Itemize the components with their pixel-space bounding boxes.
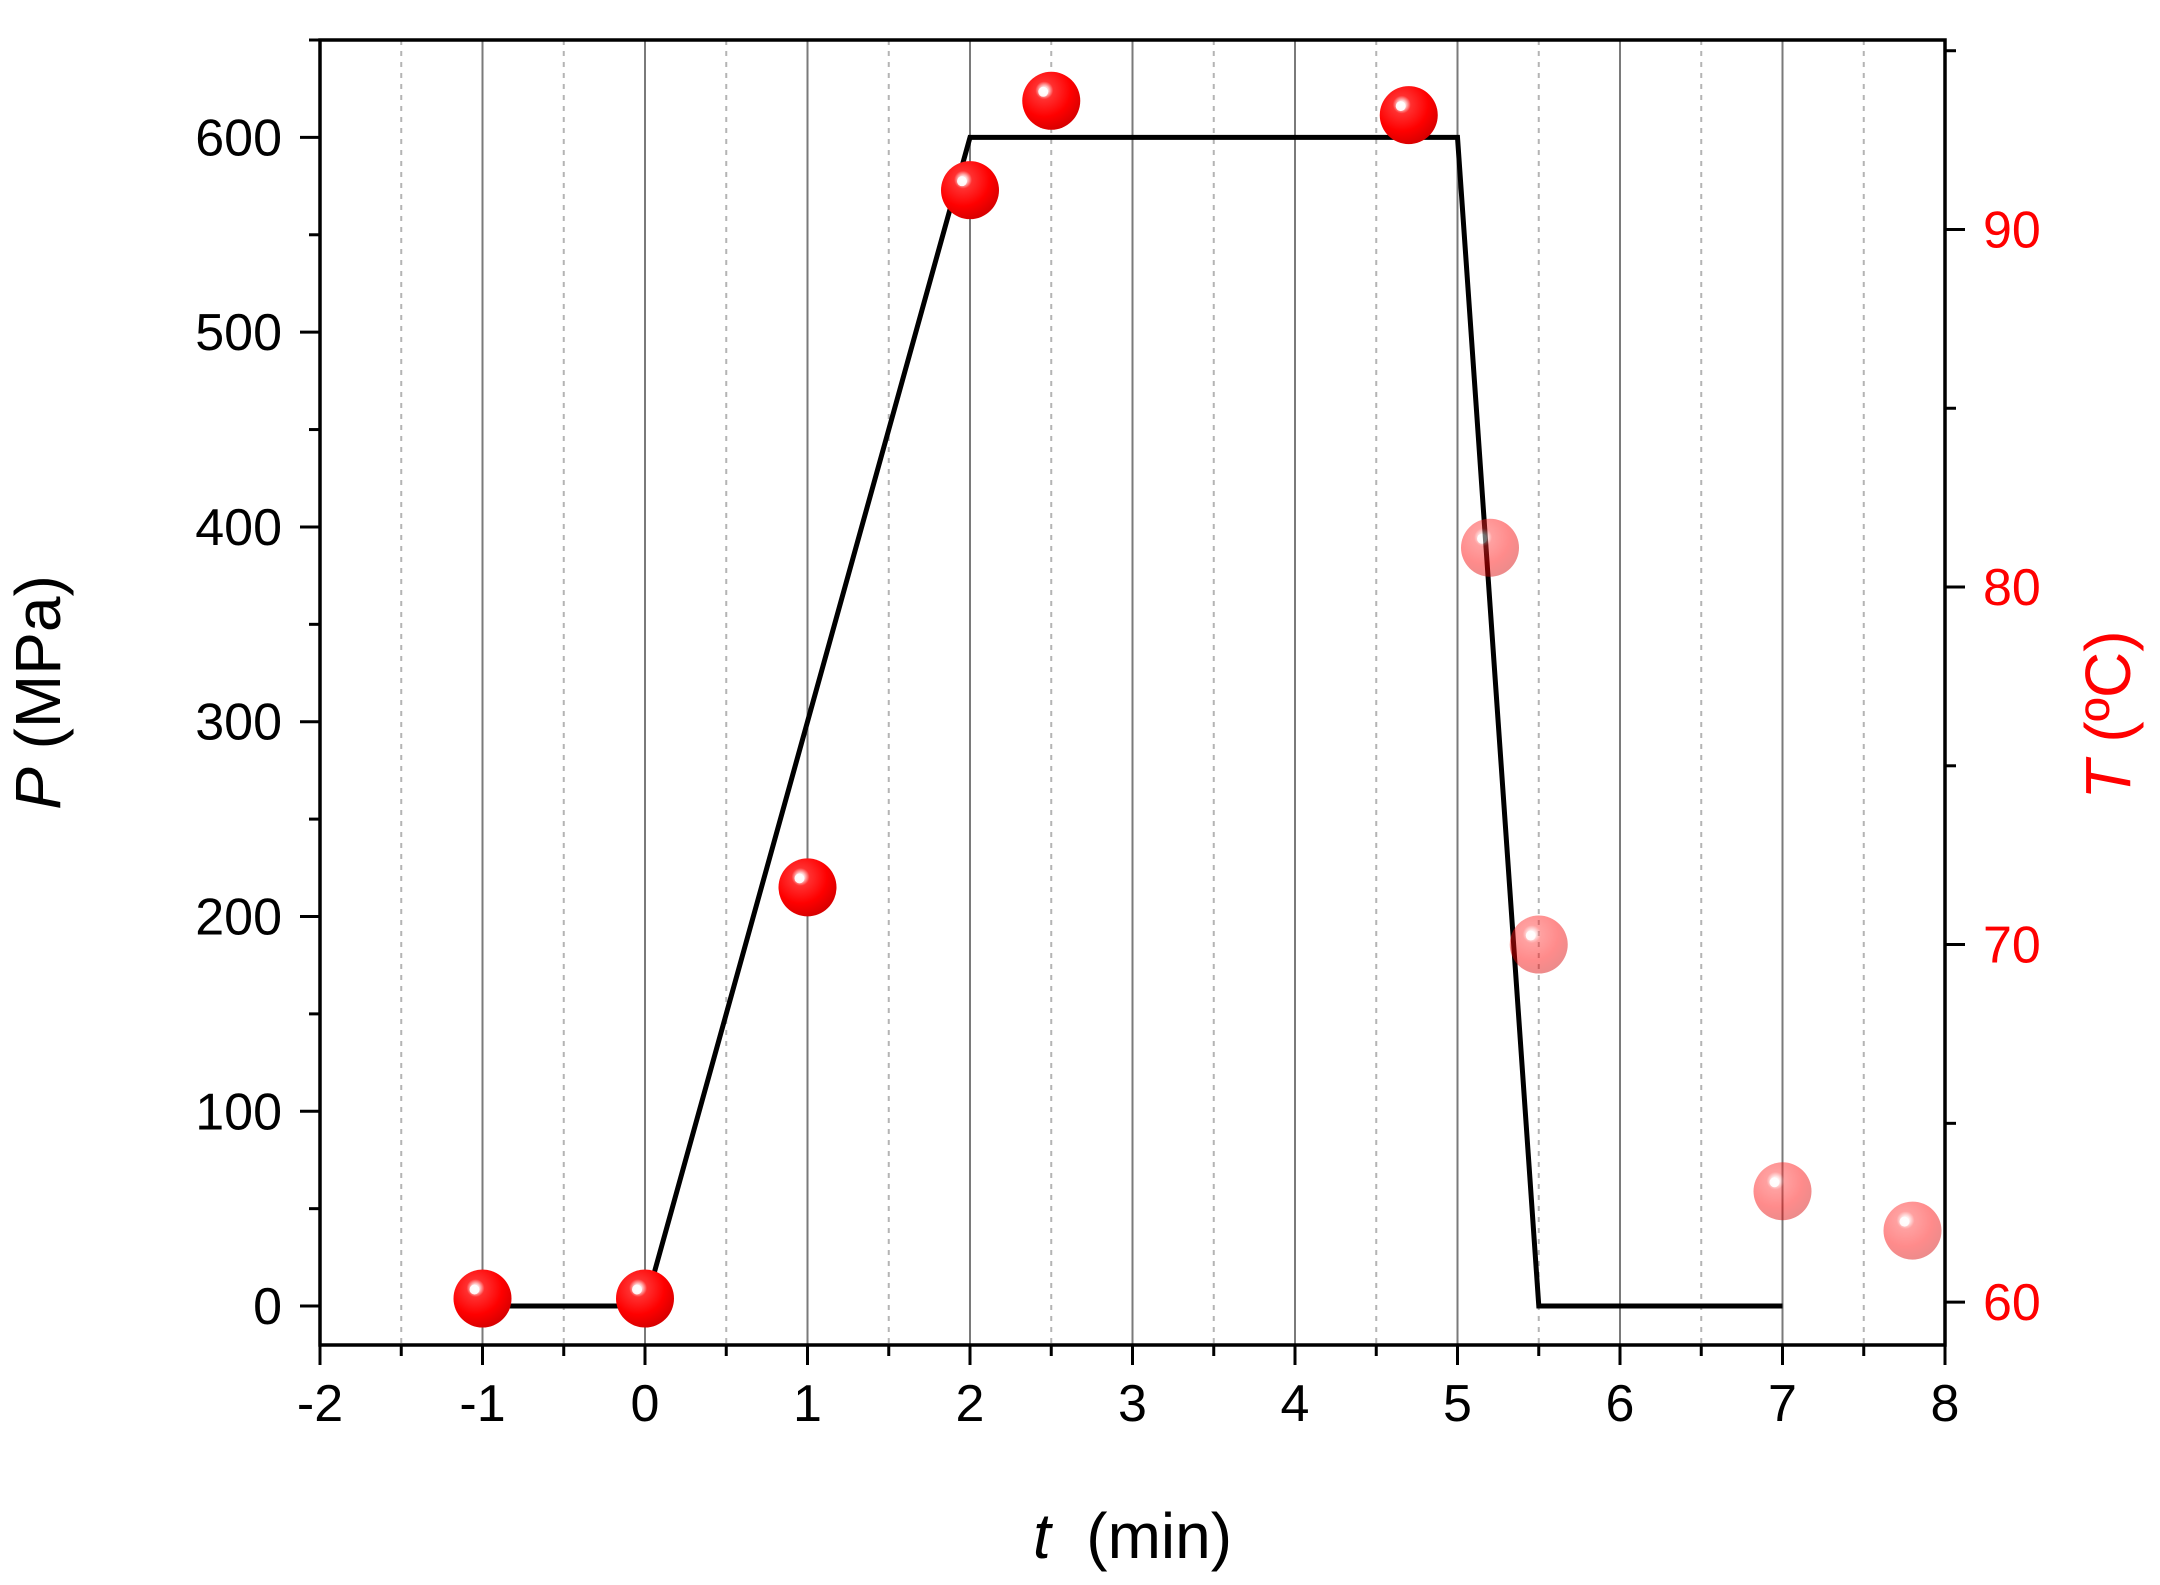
temperature-marker [1379, 86, 1438, 145]
marker-highlight [632, 1284, 642, 1295]
marker-highlight [1525, 930, 1536, 941]
x-tick-label: -1 [459, 1375, 505, 1433]
y-right-tick-label: 60 [1983, 1274, 2041, 1332]
y-right-axis-variable: T [2072, 757, 2144, 800]
marker-highlight [794, 873, 805, 884]
x-tick-label: 0 [631, 1375, 660, 1433]
temperature-marker [453, 1269, 512, 1328]
y-left-tick-label: 200 [195, 888, 282, 946]
x-tick-label: 3 [1118, 1375, 1147, 1433]
temperature-point [1022, 71, 1081, 130]
marker-highlight [1477, 533, 1487, 544]
x-tick-label: 5 [1443, 1375, 1472, 1433]
x-tick-label: 4 [1281, 1375, 1310, 1433]
y-left-tick-label: 600 [195, 109, 282, 167]
marker-highlight [1769, 1177, 1780, 1188]
temperature-marker [778, 858, 837, 917]
y-left-axis-unit: (MPa) [2, 575, 74, 767]
y-left-axis-variable: P [2, 767, 74, 810]
y-left-tick-label: 300 [195, 694, 282, 752]
y-right-axis-title: T (ºC) [2072, 630, 2144, 799]
marker-highlight [1899, 1216, 1910, 1227]
x-tick-label: 2 [956, 1375, 985, 1433]
temperature-point [778, 858, 837, 917]
temperature-marker [1461, 518, 1519, 577]
temperature-point [1509, 915, 1568, 974]
y-right-tick-label: 90 [1983, 201, 2041, 259]
x-tick-label: 8 [1931, 1375, 1960, 1433]
temperature-point [1883, 1201, 1942, 1260]
marker-highlight [957, 176, 967, 187]
x-axis-variable: t [1033, 1500, 1053, 1572]
y-right-tick-label: 70 [1983, 917, 2041, 975]
x-tick-label: -2 [297, 1375, 343, 1433]
y-right-axis-unit: (ºC) [2072, 630, 2144, 760]
temperature-point [453, 1269, 512, 1328]
temperature-marker [1022, 71, 1081, 130]
temperature-point [1461, 518, 1519, 577]
y-left-tick-label: 100 [195, 1083, 282, 1141]
marker-highlight [1038, 86, 1049, 97]
x-tick-label: 7 [1768, 1375, 1797, 1433]
temperature-marker [1753, 1162, 1812, 1221]
x-tick-label: 6 [1606, 1375, 1635, 1433]
temperature-marker [616, 1269, 674, 1328]
marker-highlight [1395, 101, 1406, 112]
temperature-point [616, 1269, 674, 1328]
temperature-marker [1509, 915, 1568, 974]
temperature-point [1379, 86, 1438, 145]
y-right-tick-label: 80 [1983, 559, 2041, 617]
temperature-point [941, 161, 999, 220]
marker-highlight [469, 1284, 480, 1295]
series [453, 71, 1942, 1328]
temperature-marker [1883, 1201, 1942, 1260]
grid [400, 40, 1865, 1345]
y-left-tick-label: 0 [253, 1278, 282, 1336]
y-left-axis-title: P (MPa) [2, 575, 74, 810]
x-tick-label: 1 [793, 1375, 822, 1433]
axes: -2 -1 0 1 2 3 4 5 6 7 8010020030040050060060708090… [2, 38, 2144, 1572]
x-axis-unit: (min) [1051, 1500, 1232, 1572]
temperature-marker [941, 161, 999, 220]
y-left-tick-label: 400 [195, 499, 282, 557]
x-axis-title: t (min) [1033, 1500, 1232, 1572]
y-left-tick-label: 500 [195, 304, 282, 362]
temperature-point [1753, 1162, 1812, 1221]
